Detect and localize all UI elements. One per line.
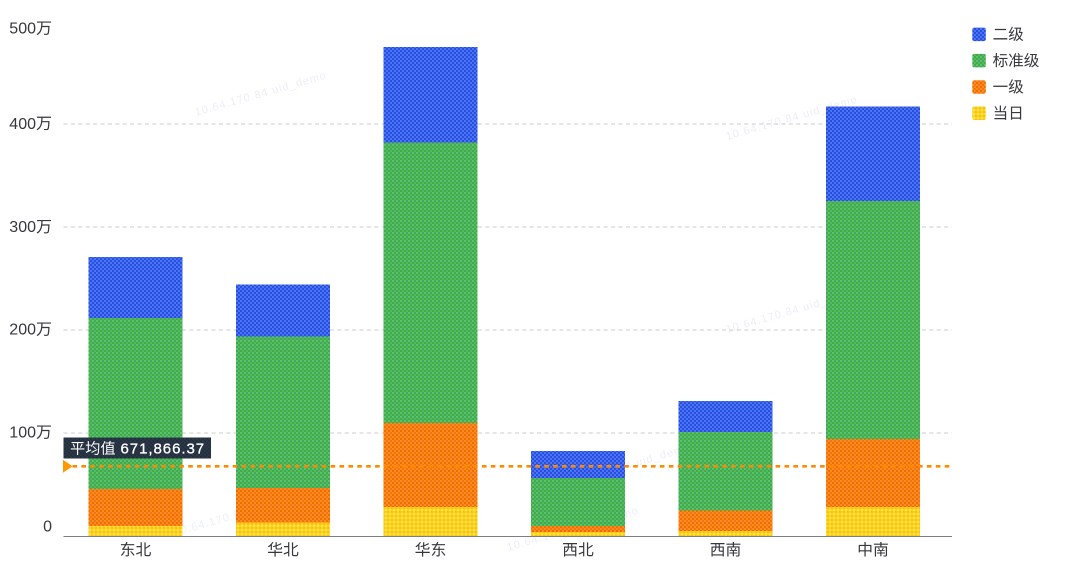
svg-text:400: 400 xyxy=(9,116,36,133)
svg-text:100: 100 xyxy=(9,425,36,442)
svg-text:500: 500 xyxy=(9,21,36,38)
svg-text:300: 300 xyxy=(9,219,36,236)
svg-text:200: 200 xyxy=(9,322,36,339)
svg-text:671,866.37: 671,866.37 xyxy=(121,441,206,458)
svg-text:0: 0 xyxy=(43,518,52,535)
